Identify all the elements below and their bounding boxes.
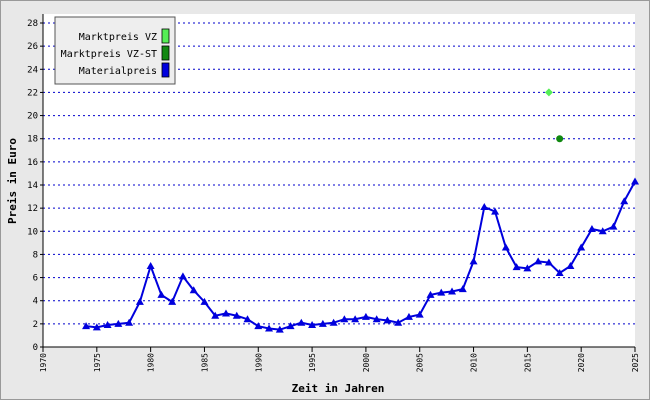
y-tick-label: 24 <box>27 65 38 75</box>
y-tick-label: 4 <box>33 297 38 307</box>
point <box>114 319 123 327</box>
point <box>448 287 457 295</box>
legend-swatch <box>161 62 170 78</box>
legend-label: Marktpreis VZ <box>79 32 157 43</box>
point <box>275 325 284 333</box>
point <box>340 315 349 323</box>
point <box>125 318 134 326</box>
point <box>469 257 478 265</box>
legend-label: Marktpreis VZ-ST <box>61 49 157 60</box>
x-tick-label: 2000 <box>362 353 371 372</box>
point <box>286 322 295 330</box>
x-tick-label: 1990 <box>254 353 263 372</box>
y-tick-label: 20 <box>27 112 38 122</box>
point <box>404 312 413 320</box>
point <box>415 310 424 318</box>
legend-swatch <box>161 45 170 61</box>
line <box>85 181 636 331</box>
point <box>103 321 112 329</box>
point <box>491 207 500 215</box>
point <box>135 297 144 305</box>
y-tick-label: 2 <box>33 320 38 330</box>
point <box>480 202 489 210</box>
point <box>265 324 274 332</box>
point <box>587 224 596 232</box>
x-tick-label: 2005 <box>416 353 425 372</box>
y-tick-label: 18 <box>27 135 38 145</box>
point <box>544 258 553 266</box>
point <box>426 290 435 298</box>
y-tick-label: 28 <box>27 19 38 29</box>
point <box>254 322 263 330</box>
legend: Marktpreis VZ Marktpreis VZ-ST Materialpre… <box>54 16 176 85</box>
y-tick-label: 10 <box>27 227 38 237</box>
point <box>501 243 510 251</box>
point <box>556 135 564 143</box>
point <box>523 264 532 272</box>
x-tick-label: 1970 <box>39 353 48 372</box>
x-axis-title: Zeit in Jahren <box>292 382 385 395</box>
point <box>243 315 252 323</box>
point <box>221 309 230 317</box>
point <box>534 257 543 265</box>
y-tick-label: 26 <box>27 42 38 52</box>
point <box>620 197 629 205</box>
point <box>566 262 575 269</box>
legend-box <box>54 16 176 85</box>
point <box>609 222 618 230</box>
point <box>458 285 467 293</box>
y-tick-label: 16 <box>27 158 38 168</box>
x-tick-label: 2025 <box>631 353 640 372</box>
y-tick-label: 8 <box>33 250 38 260</box>
x-tick-label: 2010 <box>470 353 479 372</box>
grid <box>43 22 635 325</box>
point <box>211 311 220 319</box>
point <box>544 88 553 97</box>
point <box>394 318 403 326</box>
y-tick-label: 0 <box>33 343 38 353</box>
point <box>92 323 101 331</box>
x-tick-label: 1975 <box>93 353 102 372</box>
legend-swatch <box>161 28 170 44</box>
point <box>82 322 91 330</box>
point <box>361 312 370 320</box>
point <box>297 318 306 326</box>
legend-label: Materialpreis <box>79 66 157 77</box>
point <box>232 311 241 319</box>
y-tick-label: 12 <box>27 204 38 214</box>
x-tick-label: 2015 <box>523 353 532 372</box>
point <box>200 297 209 305</box>
marks <box>82 88 639 333</box>
point <box>168 297 177 305</box>
point <box>555 268 564 276</box>
point <box>437 288 446 296</box>
point <box>577 243 586 251</box>
y-tick-label: 22 <box>27 88 38 98</box>
point <box>146 262 155 269</box>
point <box>598 227 607 235</box>
point <box>631 177 639 185</box>
x-tick-label: 1980 <box>147 353 156 372</box>
point <box>372 315 381 323</box>
y-tick-label: 14 <box>27 181 38 191</box>
point <box>157 290 166 298</box>
point <box>318 319 327 327</box>
point <box>351 315 360 323</box>
x-tick-label: 2020 <box>577 353 586 372</box>
point <box>512 263 521 271</box>
point <box>383 316 392 324</box>
x-tick-label: 1985 <box>200 353 209 372</box>
point <box>329 318 338 326</box>
point <box>308 321 317 329</box>
point <box>178 272 187 280</box>
x-tick-label: 1995 <box>308 353 317 372</box>
y-tick-label: 6 <box>33 274 38 284</box>
point <box>189 286 198 294</box>
y-axis-title: Preis in Euro <box>6 138 19 224</box>
